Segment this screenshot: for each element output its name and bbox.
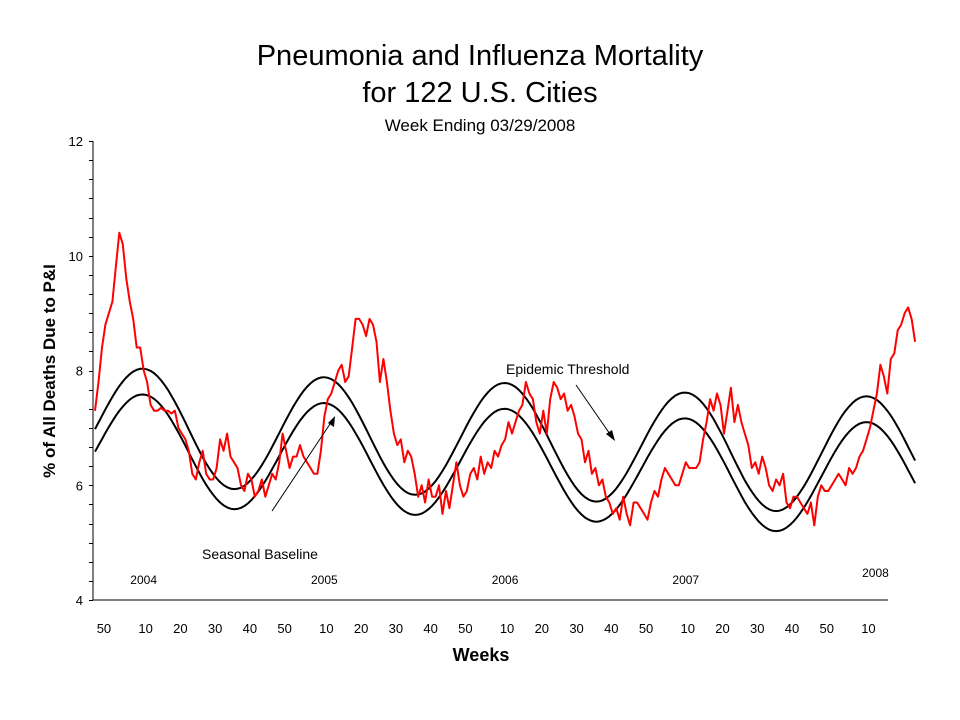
y-tick-label: 10 [69, 249, 83, 264]
y-tick-label: 6 [76, 478, 83, 493]
annotation-layer: Epidemic Threshold Seasonal Baseline [202, 361, 629, 562]
chart-title: Pneumonia and Influenza Mortality [256, 40, 704, 72]
x-tick-label: 50 [277, 621, 291, 636]
x-tick-label: 10 [861, 621, 875, 636]
x-tick-label: 10 [500, 621, 514, 636]
x-tick-label: 40 [243, 621, 257, 636]
baseline-arrowhead-icon [328, 416, 335, 427]
observed-pi-line [94, 231, 917, 527]
year-label: 2004 [130, 573, 157, 587]
annotation-epidemic-threshold: Epidemic Threshold [506, 361, 629, 377]
x-tick-label: 30 [750, 621, 764, 636]
x-axis: 50 10 20 30 40 50 10 20 30 40 50 10 20 30 40 50 10 20 30 40… [93, 566, 889, 636]
baseline-arrow-line [271, 420, 333, 512]
x-tick-label: 50 [820, 621, 834, 636]
threshold-arrow-line [575, 384, 613, 438]
chart-title-line2: for 122 U.S. Cities [362, 77, 598, 109]
x-tick-label: 20 [354, 621, 368, 636]
year-label: 2006 [492, 573, 519, 587]
threshold-arrowhead-icon [606, 430, 615, 441]
x-tick-label: 40 [604, 621, 618, 636]
year-label: 2007 [672, 573, 699, 587]
x-tick-label: 30 [569, 621, 583, 636]
y-tick-label: 8 [76, 364, 83, 379]
x-tick-label: 50 [639, 621, 653, 636]
x-tick-label: 10 [319, 621, 333, 636]
x-axis-title: Weeks [453, 645, 510, 665]
series-layer [94, 231, 917, 533]
y-tick-label: 12 [69, 134, 83, 149]
chart-subtitle: Week Ending 03/29/2008 [384, 116, 576, 135]
annotation-seasonal-baseline: Seasonal Baseline [202, 546, 318, 562]
x-tick-label: 30 [389, 621, 403, 636]
seasonal-baseline-line [94, 393, 916, 533]
x-tick-label: 20 [535, 621, 549, 636]
y-axis: 4 6 8 10 12 [69, 134, 94, 608]
y-axis-title: % of All Deaths Due to P&I [40, 264, 59, 478]
year-label: 2005 [311, 573, 338, 587]
year-label: 2008 [862, 566, 889, 580]
x-tick-label: 50 [458, 621, 472, 636]
x-tick-label: 40 [785, 621, 799, 636]
x-tick-label: 30 [208, 621, 222, 636]
x-tick-label: 20 [715, 621, 729, 636]
x-tick-label: 20 [173, 621, 187, 636]
x-tick-label: 40 [423, 621, 437, 636]
y-tick-label: 4 [76, 593, 83, 608]
epidemic-threshold-line [94, 367, 916, 513]
x-tick-label: 10 [681, 621, 695, 636]
x-tick-label: 50 [97, 621, 111, 636]
x-tick-label: 10 [138, 621, 152, 636]
